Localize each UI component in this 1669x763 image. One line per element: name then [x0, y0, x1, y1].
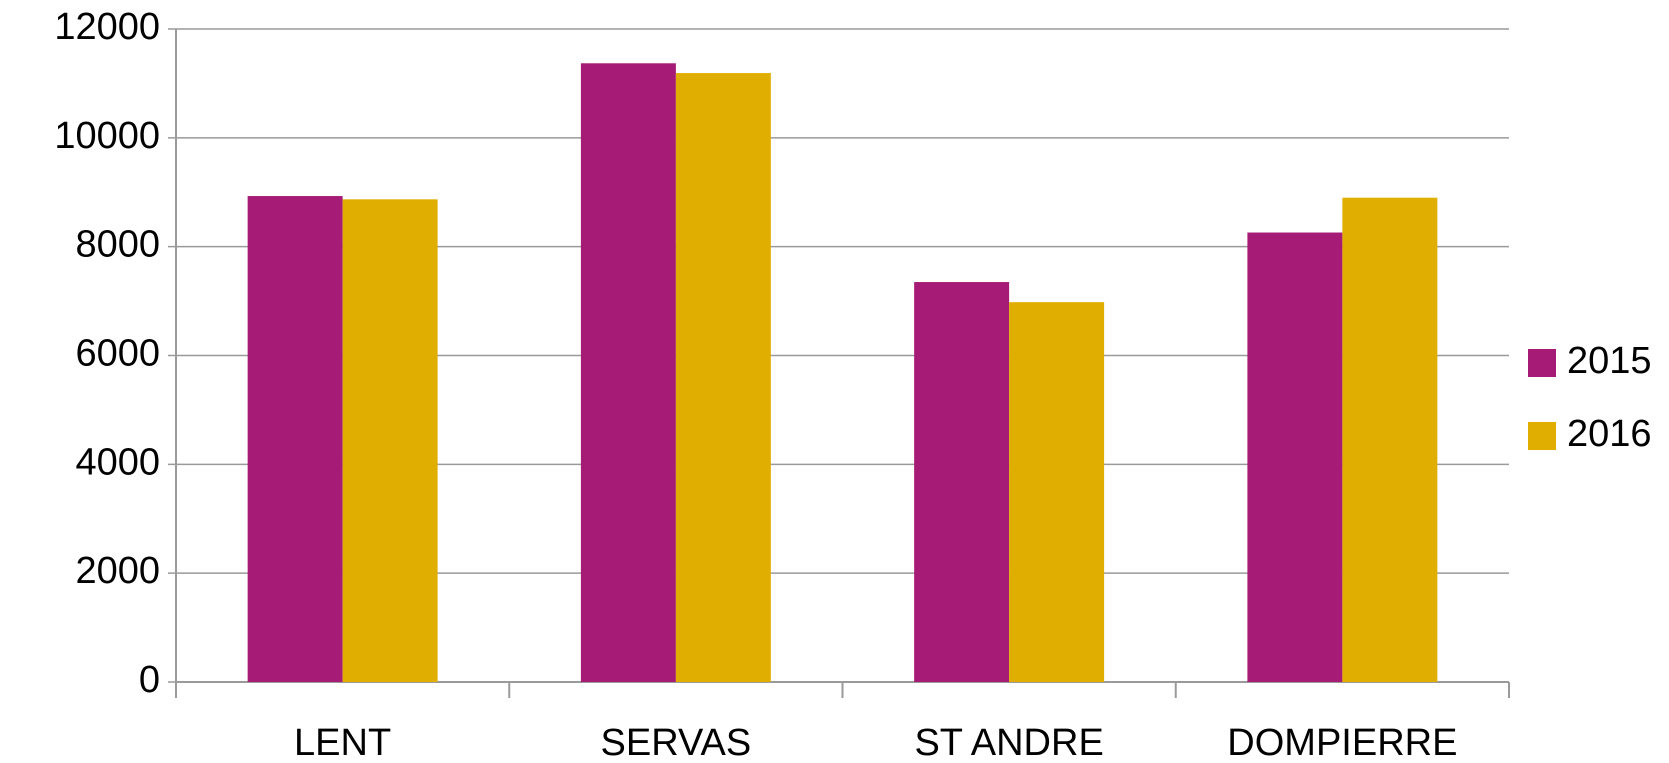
y-tick-label: 2000 [75, 550, 160, 592]
bar [342, 199, 438, 683]
bar [675, 73, 771, 682]
x-tick-label: LENT [294, 722, 391, 763]
bar [914, 282, 1010, 682]
bar [580, 63, 676, 683]
y-tick-label: 12000 [54, 6, 160, 48]
legend-label: 2016 [1567, 413, 1652, 455]
bar [1342, 197, 1438, 683]
bar [1009, 302, 1105, 682]
x-tick-label: DOMPIERRE [1227, 722, 1457, 763]
bar [247, 196, 343, 682]
legend-swatch [1528, 422, 1556, 450]
x-tick-label: SERVAS [601, 722, 752, 763]
y-tick-label: 8000 [75, 224, 160, 266]
bar [1247, 232, 1343, 683]
x-tick-label: ST ANDRE [914, 722, 1103, 763]
y-tick-label: 10000 [54, 115, 160, 157]
legend-label: 2015 [1567, 340, 1652, 382]
y-tick-label: 6000 [75, 333, 160, 375]
y-tick-label: 4000 [75, 441, 160, 483]
y-tick-label: 0 [139, 659, 160, 701]
legend-swatch [1528, 349, 1556, 377]
